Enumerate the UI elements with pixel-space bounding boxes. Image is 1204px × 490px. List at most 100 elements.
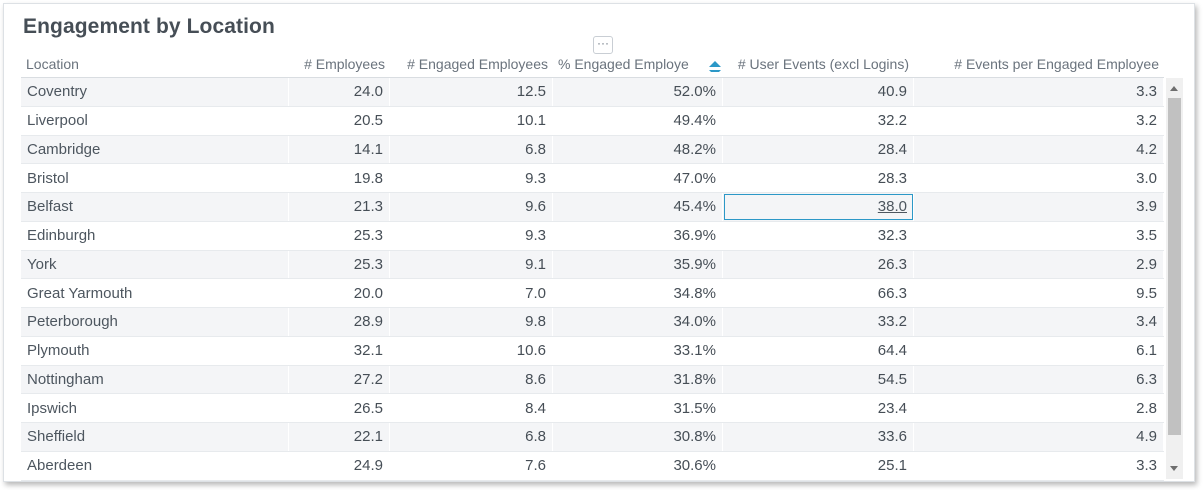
cell-user-events[interactable]: 33.6 [723,423,914,451]
cell-location[interactable]: Cambridge [21,135,289,164]
cell-engaged-employees[interactable]: 9.3 [390,164,553,192]
table-row[interactable]: Nottingham 27.2 8.6 31.8% 54.5 6.3 [21,365,1164,395]
cell-employees[interactable]: 25.3 [289,221,390,250]
table-row[interactable]: Liverpool 20.5 10.1 49.4% 32.2 3.2 [21,106,1164,136]
column-header-events-per-engaged[interactable]: # Events per Engaged Employee [954,56,1159,72]
table-row[interactable]: Sheffield 22.1 6.8 30.8% 33.6 4.9 [21,423,1164,452]
table-row[interactable]: Great Yarmouth 20.0 7.0 34.8% 66.3 9.5 [21,279,1164,308]
cell-user-events[interactable]: 66.3 [723,279,914,307]
cell-percent-engaged[interactable]: 33.1% [553,336,723,365]
vertical-scrollbar[interactable] [1166,78,1183,479]
cell-employees[interactable]: 27.2 [289,365,390,394]
cell-events-per-engaged[interactable]: 6.1 [914,336,1164,365]
cell-employees[interactable]: 25.3 [289,250,390,279]
cell-percent-engaged[interactable]: 47.0% [553,164,723,192]
table-row[interactable]: Belfast 21.3 9.6 45.4% 38.0 3.9 [21,193,1164,222]
cell-employees[interactable]: 24.0 [289,78,390,106]
cell-engaged-employees[interactable]: 8.6 [390,365,553,394]
cell-employees[interactable]: 14.1 [289,135,390,164]
cell-employees[interactable]: 22.1 [289,423,390,451]
cell-location[interactable]: Plymouth [21,336,289,365]
column-header-user-events[interactable]: # User Events (excl Logins) [737,56,909,72]
cell-user-events[interactable]: 25.1 [723,451,914,480]
cell-events-per-engaged[interactable]: 3.0 [914,164,1164,192]
cell-user-events[interactable]: 38.0 [723,193,914,221]
cell-events-per-engaged[interactable]: 3.3 [914,78,1164,106]
cell-events-per-engaged[interactable]: 2.8 [914,394,1164,422]
cell-percent-engaged[interactable]: 36.9% [553,221,723,250]
cell-percent-engaged[interactable]: 49.4% [553,106,723,135]
cell-user-events[interactable]: 23.4 [723,394,914,422]
table-row[interactable]: Bristol 19.8 9.3 47.0% 28.3 3.0 [21,164,1164,193]
cell-user-events[interactable]: 26.3 [723,250,914,279]
cell-engaged-employees[interactable]: 9.8 [390,308,553,336]
cell-engaged-employees[interactable]: 8.4 [390,394,553,422]
cell-engaged-employees[interactable]: 7.0 [390,279,553,307]
cell-user-events[interactable]: 64.4 [723,336,914,365]
column-header-engaged-employees[interactable]: # Engaged Employees [407,56,548,72]
cell-user-events[interactable]: 54.5 [723,365,914,394]
table-row[interactable]: Coventry 24.0 12.5 52.0% 40.9 3.3 [21,78,1164,107]
cell-employees[interactable]: 20.5 [289,106,390,135]
table-row[interactable]: Ipswich 26.5 8.4 31.5% 23.4 2.8 [21,394,1164,423]
cell-employees[interactable]: 20.0 [289,279,390,307]
cell-engaged-employees[interactable]: 9.6 [390,193,553,221]
cell-engaged-employees[interactable]: 6.8 [390,423,553,451]
column-header-employees[interactable]: # Employees [304,56,385,72]
cell-location[interactable]: Coventry [21,78,289,106]
cell-user-events[interactable]: 33.2 [723,308,914,336]
cell-location[interactable]: Nottingham [21,365,289,394]
table-row[interactable]: Plymouth 32.1 10.6 33.1% 64.4 6.1 [21,336,1164,366]
column-header-location[interactable]: Location [26,56,79,72]
cell-location[interactable]: Great Yarmouth [21,279,289,307]
cell-location[interactable]: Edinburgh [21,221,289,250]
cell-user-events[interactable]: 32.2 [723,106,914,135]
cell-location[interactable]: Peterborough [21,308,289,336]
cell-percent-engaged[interactable]: 31.8% [553,365,723,394]
cell-engaged-employees[interactable]: 10.6 [390,336,553,365]
column-header-percent-engaged[interactable]: % Engaged Employe [553,56,723,72]
cell-engaged-employees[interactable]: 12.5 [390,78,553,106]
table-row[interactable]: York 25.3 9.1 35.9% 26.3 2.9 [21,250,1164,280]
cell-engaged-employees[interactable]: 9.3 [390,221,553,250]
cell-employees[interactable]: 19.8 [289,164,390,192]
cell-events-per-engaged[interactable]: 3.3 [914,451,1164,480]
cell-location[interactable]: Bristol [21,164,289,192]
cell-employees[interactable]: 32.1 [289,336,390,365]
cell-percent-engaged[interactable]: 52.0% [553,78,723,106]
cell-engaged-employees[interactable]: 6.8 [390,135,553,164]
widget-options-menu-icon[interactable]: ··· [593,36,613,54]
scroll-up-arrow-icon[interactable] [1170,86,1178,91]
cell-percent-engaged[interactable]: 45.4% [553,193,723,221]
cell-employees[interactable]: 26.5 [289,394,390,422]
table-row[interactable]: Aberdeen 24.9 7.6 30.6% 25.1 3.3 [21,451,1164,481]
cell-percent-engaged[interactable]: 35.9% [553,250,723,279]
cell-events-per-engaged[interactable]: 3.9 [914,193,1164,221]
cell-percent-engaged[interactable]: 30.8% [553,423,723,451]
scrollbar-thumb[interactable] [1168,98,1181,435]
cell-employees[interactable]: 28.9 [289,308,390,336]
sort-icon[interactable] [709,61,721,72]
cell-engaged-employees[interactable]: 9.1 [390,250,553,279]
cell-engaged-employees[interactable]: 7.6 [390,451,553,480]
cell-events-per-engaged[interactable]: 2.9 [914,250,1164,279]
cell-location[interactable]: Belfast [21,193,289,221]
cell-percent-engaged[interactable]: 34.0% [553,308,723,336]
cell-events-per-engaged[interactable]: 3.4 [914,308,1164,336]
cell-user-events[interactable]: 32.3 [723,221,914,250]
cell-percent-engaged[interactable]: 31.5% [553,394,723,422]
cell-employees[interactable]: 24.9 [289,451,390,480]
table-row[interactable]: Edinburgh 25.3 9.3 36.9% 32.3 3.5 [21,221,1164,251]
table-row[interactable]: Peterborough 28.9 9.8 34.0% 33.2 3.4 [21,308,1164,337]
cell-events-per-engaged[interactable]: 3.2 [914,106,1164,135]
cell-employees[interactable]: 21.3 [289,193,390,221]
cell-percent-engaged[interactable]: 30.6% [553,451,723,480]
cell-location[interactable]: York [21,250,289,279]
cell-events-per-engaged[interactable]: 4.9 [914,423,1164,451]
scroll-down-arrow-icon[interactable] [1170,466,1178,471]
cell-user-events[interactable]: 28.4 [723,135,914,164]
cell-location[interactable]: Aberdeen [21,451,289,480]
cell-location[interactable]: Sheffield [21,423,289,451]
cell-location[interactable]: Ipswich [21,394,289,422]
cell-user-events[interactable]: 28.3 [723,164,914,192]
